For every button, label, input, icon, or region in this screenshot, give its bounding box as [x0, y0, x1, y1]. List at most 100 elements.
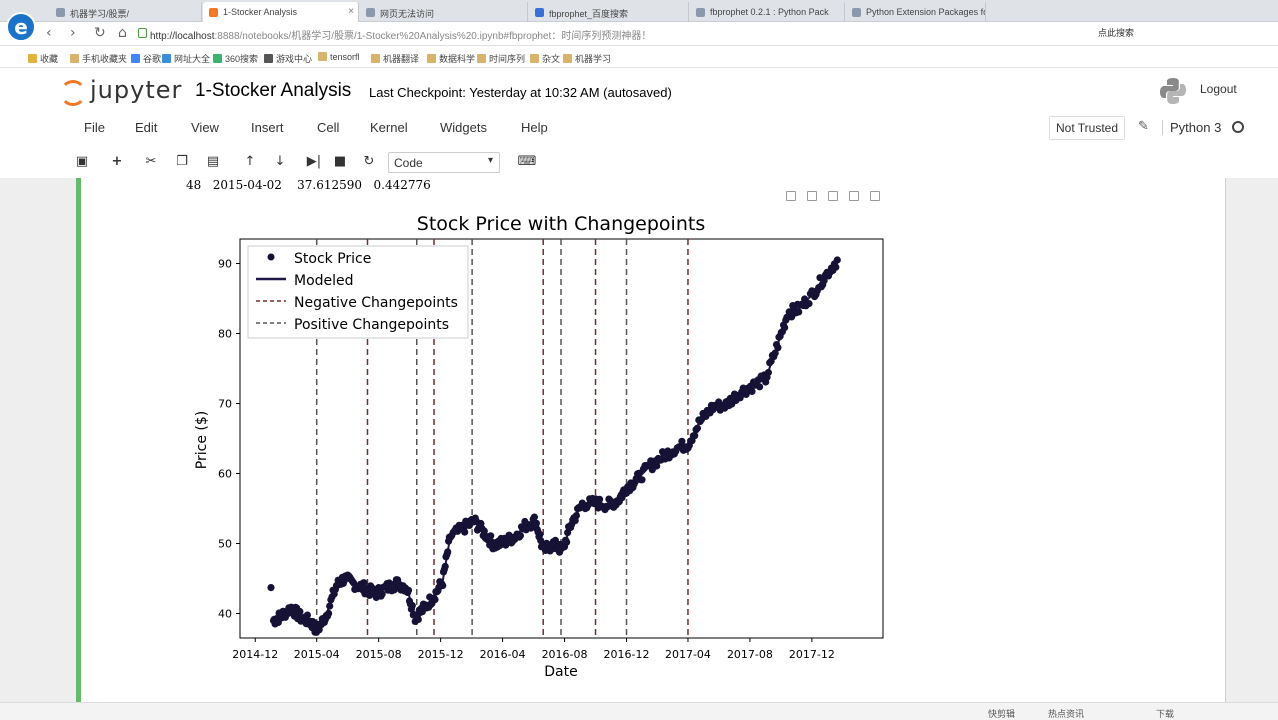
y-tick-label: 80 — [218, 328, 232, 341]
tab-label: 网页无法访问 — [380, 9, 435, 19]
globe-icon — [162, 54, 171, 63]
favicon-icon — [696, 8, 705, 17]
price-point — [635, 469, 643, 477]
browser-tab[interactable]: Python Extension Packages fo — [846, 2, 986, 22]
y-axis-label: Price ($) — [194, 411, 210, 469]
trust-button[interactable]: Not Trusted — [1049, 116, 1126, 140]
forward-icon[interactable]: › — [70, 25, 76, 41]
back-icon[interactable]: ‹ — [46, 25, 52, 41]
menu-view[interactable]: View — [191, 120, 219, 135]
arrow-up-icon[interactable]: ↑ — [244, 154, 256, 169]
bookmark[interactable]: 手机收藏夹 — [70, 52, 127, 65]
restart-icon[interactable]: ↻ — [363, 154, 375, 169]
bookmark[interactable]: 数据科学 — [427, 52, 475, 65]
favicon-icon — [535, 8, 544, 17]
google-icon — [131, 54, 140, 63]
price-point — [832, 263, 840, 271]
menu-cell[interactable]: Cell — [317, 120, 340, 135]
bookmark[interactable]: 时间序列 — [477, 52, 525, 65]
taskbar-item[interactable]: 快剪辑 — [988, 709, 1016, 719]
search-input[interactable]: 点此搜索 — [1098, 28, 1135, 38]
browser-tab-active[interactable]: 1-Stocker Analysis × — [203, 2, 359, 22]
bookmark[interactable]: 收藏 — [28, 52, 58, 65]
scissors-icon[interactable]: ✂ — [145, 154, 157, 169]
paste-icon[interactable]: ▤ — [206, 154, 220, 169]
price-point — [771, 349, 779, 357]
bookmark[interactable]: 谷歌 — [131, 52, 161, 65]
tab-label: 1-Stocker Analysis — [223, 7, 298, 17]
python-logo-icon — [1160, 78, 1186, 104]
bookmark[interactable]: tensorfl — [318, 52, 360, 62]
keyboard-icon[interactable]: ⌨ — [517, 154, 537, 169]
chart-title: Stock Price with Changepoints — [417, 213, 705, 235]
jupyter-logo[interactable]: jupyter — [60, 76, 182, 106]
pencil-icon[interactable]: ✎ — [1138, 119, 1149, 134]
menu-edit[interactable]: Edit — [135, 120, 158, 135]
close-tab-icon[interactable]: × — [348, 6, 354, 17]
x-ticks: 2014-12 2015-04 2015-08 2015-12 2016-04 2016-… — [232, 638, 835, 661]
bookmark-label: 手机收藏夹 — [82, 54, 128, 64]
price-point — [596, 495, 604, 503]
x-tick-label: 2016-12 — [604, 648, 650, 661]
stop-icon[interactable]: ■ — [333, 154, 347, 169]
menu-insert[interactable]: Insert — [251, 120, 284, 135]
taskbar-item[interactable]: 下载 — [1156, 709, 1175, 719]
bookmark[interactable]: 机器翻译 — [371, 52, 419, 65]
bookmark[interactable]: 360搜索 — [213, 52, 258, 65]
price-point — [487, 532, 495, 540]
step-forward-icon[interactable]: ▶| — [306, 154, 322, 169]
taskbar-item[interactable]: 热点资讯 — [1048, 709, 1085, 719]
browser-tab[interactable]: 机器学习/股票/ — [50, 2, 202, 22]
cell-type-select[interactable]: Code ▾ — [388, 152, 500, 173]
logout-button[interactable]: Logout — [1200, 82, 1237, 96]
legend-entry-positive-changepoints: Positive Changepoints — [294, 317, 449, 333]
menu-kernel[interactable]: Kernel — [370, 120, 408, 135]
price-point — [833, 256, 841, 264]
price-point — [408, 602, 416, 610]
reload-icon[interactable]: ↻ — [94, 25, 106, 41]
url-field[interactable]: http://localhost:8888/notebooks/机器学习/股票/… — [150, 27, 651, 42]
menu-help[interactable]: Help — [521, 120, 548, 135]
price-point — [326, 602, 334, 610]
bookmark[interactable]: 杂文 — [530, 52, 560, 65]
browser-tab[interactable]: fbprophet_百度搜索 — [529, 2, 689, 22]
notebook-toolbar: ▣ + ✂ ❐ ▤ ↑ ↓ ▶| ■ ↻ Code ▾ ⌨ — [0, 148, 1278, 176]
bookmark-label: 杂文 — [542, 54, 561, 64]
tab-label: fbprophet 0.2.1 : Python Pack — [710, 7, 829, 17]
copy-icon[interactable]: ❐ — [176, 154, 188, 169]
x-tick-label: 2014-12 — [232, 648, 278, 661]
folder-icon — [371, 54, 380, 63]
legend-entry-stock-price: Stock Price — [294, 251, 371, 267]
plus-icon[interactable]: + — [111, 154, 123, 169]
settings-icon[interactable] — [870, 191, 880, 201]
menu-file[interactable]: File — [84, 120, 105, 135]
bookmark[interactable]: 网址大全 — [162, 52, 210, 65]
popout-icon[interactable] — [849, 191, 859, 201]
favicon-icon — [209, 8, 218, 17]
price-point — [693, 424, 702, 432]
save-figure-icon[interactable] — [828, 191, 838, 201]
price-point — [820, 277, 828, 285]
home-icon[interactable]: ⌂ — [118, 25, 127, 41]
zoom-icon[interactable] — [807, 191, 817, 201]
price-point — [795, 308, 803, 316]
browser-tab[interactable]: 网页无法访问 — [360, 2, 528, 22]
menu-widgets[interactable]: Widgets — [440, 120, 487, 135]
y-tick-label: 60 — [218, 468, 232, 481]
browser-tab[interactable]: fbprophet 0.2.1 : Python Pack — [690, 2, 845, 22]
cell-selection-indicator — [76, 178, 81, 702]
x-tick-label: 2015-12 — [418, 648, 464, 661]
x-tick-label: 2016-04 — [480, 648, 526, 661]
browser-tabbar: 机器学习/股票/ 1-Stocker Analysis × 网页无法访问 fbp… — [0, 0, 1278, 22]
checkpoint-status: Last Checkpoint: Yesterday at 10:32 AM (… — [369, 85, 672, 100]
notebook-title[interactable]: 1-Stocker Analysis — [195, 80, 352, 101]
pan-icon[interactable] — [786, 191, 796, 201]
bookmark[interactable]: 游戏中心 — [264, 52, 312, 65]
price-point — [444, 548, 452, 556]
arrow-down-icon[interactable]: ↓ — [274, 154, 286, 169]
price-point — [480, 527, 488, 535]
browser-logo-icon[interactable]: e — [6, 12, 36, 42]
save-icon[interactable]: ▣ — [75, 154, 89, 169]
bookmark[interactable]: 机器学习 — [563, 52, 611, 65]
